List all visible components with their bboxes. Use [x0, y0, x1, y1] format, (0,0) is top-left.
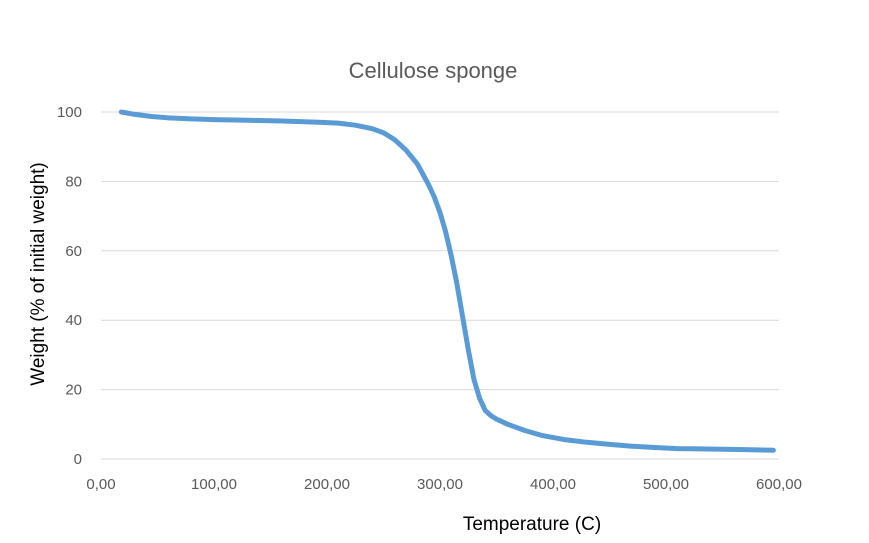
y-tick-label: 80 — [65, 173, 82, 190]
gridlines — [101, 111, 779, 460]
series-layer — [118, 109, 776, 453]
y-tick-label: 40 — [65, 312, 82, 329]
y-axis-title: Weight (% of initial weight) — [28, 162, 49, 386]
y-tick-label: 100 — [57, 104, 82, 121]
x-tick-label: 200,00 — [304, 476, 350, 493]
x-axis-title: Temperature (C) — [463, 514, 601, 535]
x-axis-ticks: 0,00 100,00 200,00 300,00 400,00 500,00 600,00 — [86, 476, 802, 493]
x-tick-label: 400,00 — [530, 476, 576, 493]
chart-title: Cellulose sponge — [349, 58, 518, 83]
x-tick-label: 300,00 — [417, 476, 463, 493]
x-tick-label: 0,00 — [86, 476, 115, 493]
x-tick-label: 600,00 — [756, 476, 802, 493]
y-tick-label: 60 — [65, 243, 82, 260]
x-tick-label: 500,00 — [643, 476, 689, 493]
y-tick-label: 0 — [74, 451, 82, 468]
y-tick-label: 20 — [65, 382, 82, 399]
y-axis-ticks: 0 20 40 60 80 100 — [57, 104, 82, 468]
series-line — [118, 109, 776, 453]
x-tick-label: 100,00 — [191, 476, 237, 493]
